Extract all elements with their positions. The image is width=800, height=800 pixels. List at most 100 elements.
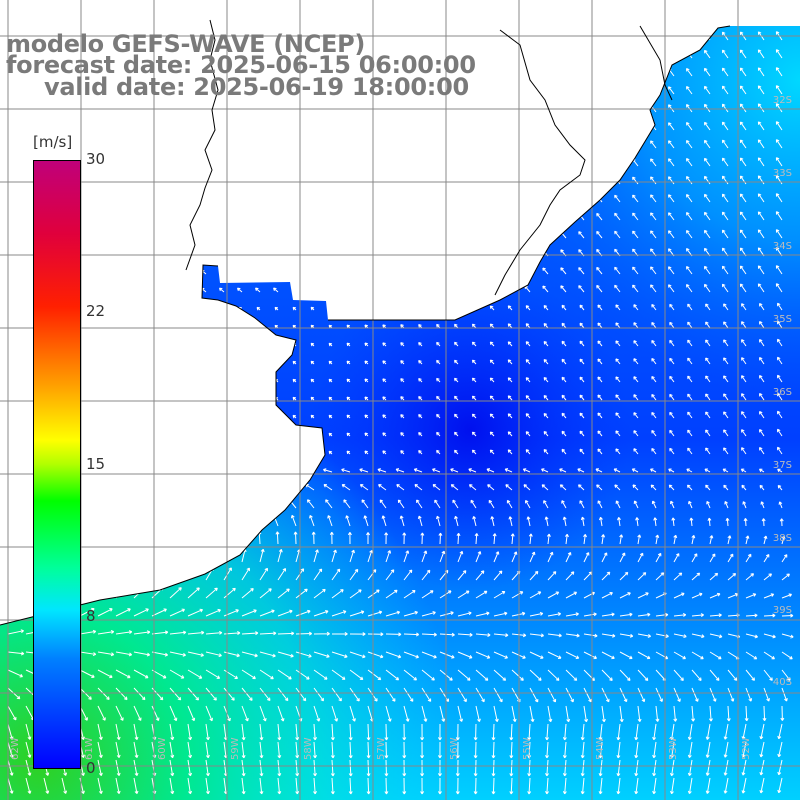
wind-arrow xyxy=(216,499,225,509)
wind-arrow xyxy=(507,431,513,437)
wind-arrow xyxy=(164,161,171,167)
wind-arrow xyxy=(232,484,243,491)
wind-arrow xyxy=(615,304,621,311)
wind-arrow xyxy=(416,286,423,293)
wind-arrow xyxy=(524,159,531,167)
wind-arrow xyxy=(691,705,696,722)
wind-arrow xyxy=(112,415,117,419)
wind-arrow xyxy=(20,162,27,167)
wind-arrow xyxy=(668,194,675,203)
wind-arrow xyxy=(385,687,396,702)
wind-arrow xyxy=(507,377,513,383)
wind-arrow xyxy=(489,395,495,401)
wind-arrow xyxy=(597,500,603,509)
wind-arrow xyxy=(528,533,533,545)
wind-arrow xyxy=(561,448,567,455)
wind-arrow xyxy=(775,175,783,185)
wind-arrow xyxy=(277,741,282,759)
wind-arrow xyxy=(110,287,117,293)
wind-arrow xyxy=(473,777,478,795)
wind-arrow xyxy=(327,233,333,239)
wind-arrow xyxy=(757,193,765,203)
wind-arrow xyxy=(669,411,675,419)
wind-arrow xyxy=(525,449,531,455)
wind-arrow xyxy=(259,759,264,777)
wind-arrow xyxy=(745,593,757,599)
wind-arrow xyxy=(349,549,355,563)
wind-arrow xyxy=(583,612,597,617)
wind-arrow xyxy=(597,304,603,311)
wind-arrow xyxy=(346,396,351,401)
wind-arrow xyxy=(331,631,348,636)
wind-arrow xyxy=(313,705,321,722)
wind-arrow xyxy=(256,414,261,419)
wind-arrow xyxy=(471,341,477,347)
wind-arrow xyxy=(565,571,575,581)
wind-arrow xyxy=(241,723,246,741)
wind-arrow xyxy=(385,550,392,563)
wind-arrow xyxy=(22,433,27,437)
wind-arrow xyxy=(295,777,300,795)
wind-arrow xyxy=(273,215,279,221)
wind-arrow xyxy=(362,197,369,203)
wind-arrow xyxy=(380,232,387,239)
wind-arrow xyxy=(133,777,139,795)
wind-arrow xyxy=(434,232,441,239)
wind-arrow xyxy=(450,484,459,491)
wind-arrow xyxy=(395,468,405,473)
wind-arrow xyxy=(745,687,753,702)
wind-arrow xyxy=(703,103,711,113)
wind-arrow xyxy=(182,197,189,203)
wind-arrow xyxy=(169,777,175,795)
wind-arrow xyxy=(416,160,423,167)
wind-arrow xyxy=(115,630,133,635)
wind-arrow xyxy=(633,376,639,383)
wind-arrow xyxy=(705,303,711,311)
wind-arrow xyxy=(507,449,513,455)
wind-arrow xyxy=(492,533,497,545)
wind-arrow xyxy=(547,633,562,638)
wind-arrow xyxy=(745,669,755,681)
wind-arrow xyxy=(457,687,467,703)
wind-arrow xyxy=(151,705,160,722)
wind-arrow xyxy=(418,450,423,455)
wind-arrow xyxy=(686,212,693,221)
wind-arrow xyxy=(291,215,297,221)
wind-arrow xyxy=(614,266,621,275)
wind-arrow xyxy=(542,267,549,275)
wind-arrow xyxy=(614,212,621,221)
wind-arrow xyxy=(364,414,369,419)
wind-arrow xyxy=(309,197,315,203)
wind-arrow xyxy=(475,570,485,581)
wind-arrow xyxy=(223,609,239,617)
wind-arrow xyxy=(367,651,384,659)
wind-arrow xyxy=(238,450,243,455)
wind-arrow xyxy=(434,178,441,185)
wind-arrow xyxy=(184,378,189,383)
wind-arrow xyxy=(436,341,441,347)
wind-arrow xyxy=(88,498,99,509)
wind-arrow xyxy=(579,448,585,455)
lon-label: 55W xyxy=(522,737,533,760)
wind-arrow xyxy=(509,759,514,777)
wind-arrow xyxy=(259,723,264,741)
wind-arrow xyxy=(434,142,441,149)
wind-arrow xyxy=(345,197,351,203)
wind-arrow xyxy=(633,448,639,455)
wind-arrow xyxy=(493,705,499,722)
wind-arrow xyxy=(545,759,549,777)
wind-arrow xyxy=(14,469,27,474)
wind-arrow xyxy=(311,531,316,545)
wind-arrow xyxy=(313,741,317,759)
wind-arrow xyxy=(331,705,339,722)
wind-arrow xyxy=(205,669,221,679)
wind-arrow xyxy=(669,375,675,383)
wind-arrow xyxy=(439,651,455,659)
wind-arrow xyxy=(187,548,193,563)
wind-arrow xyxy=(304,468,315,473)
wind-arrow xyxy=(637,651,651,660)
wind-arrow xyxy=(741,393,747,401)
wind-arrow xyxy=(421,590,434,599)
wind-arrow xyxy=(619,705,624,723)
wind-arrow xyxy=(757,85,765,95)
